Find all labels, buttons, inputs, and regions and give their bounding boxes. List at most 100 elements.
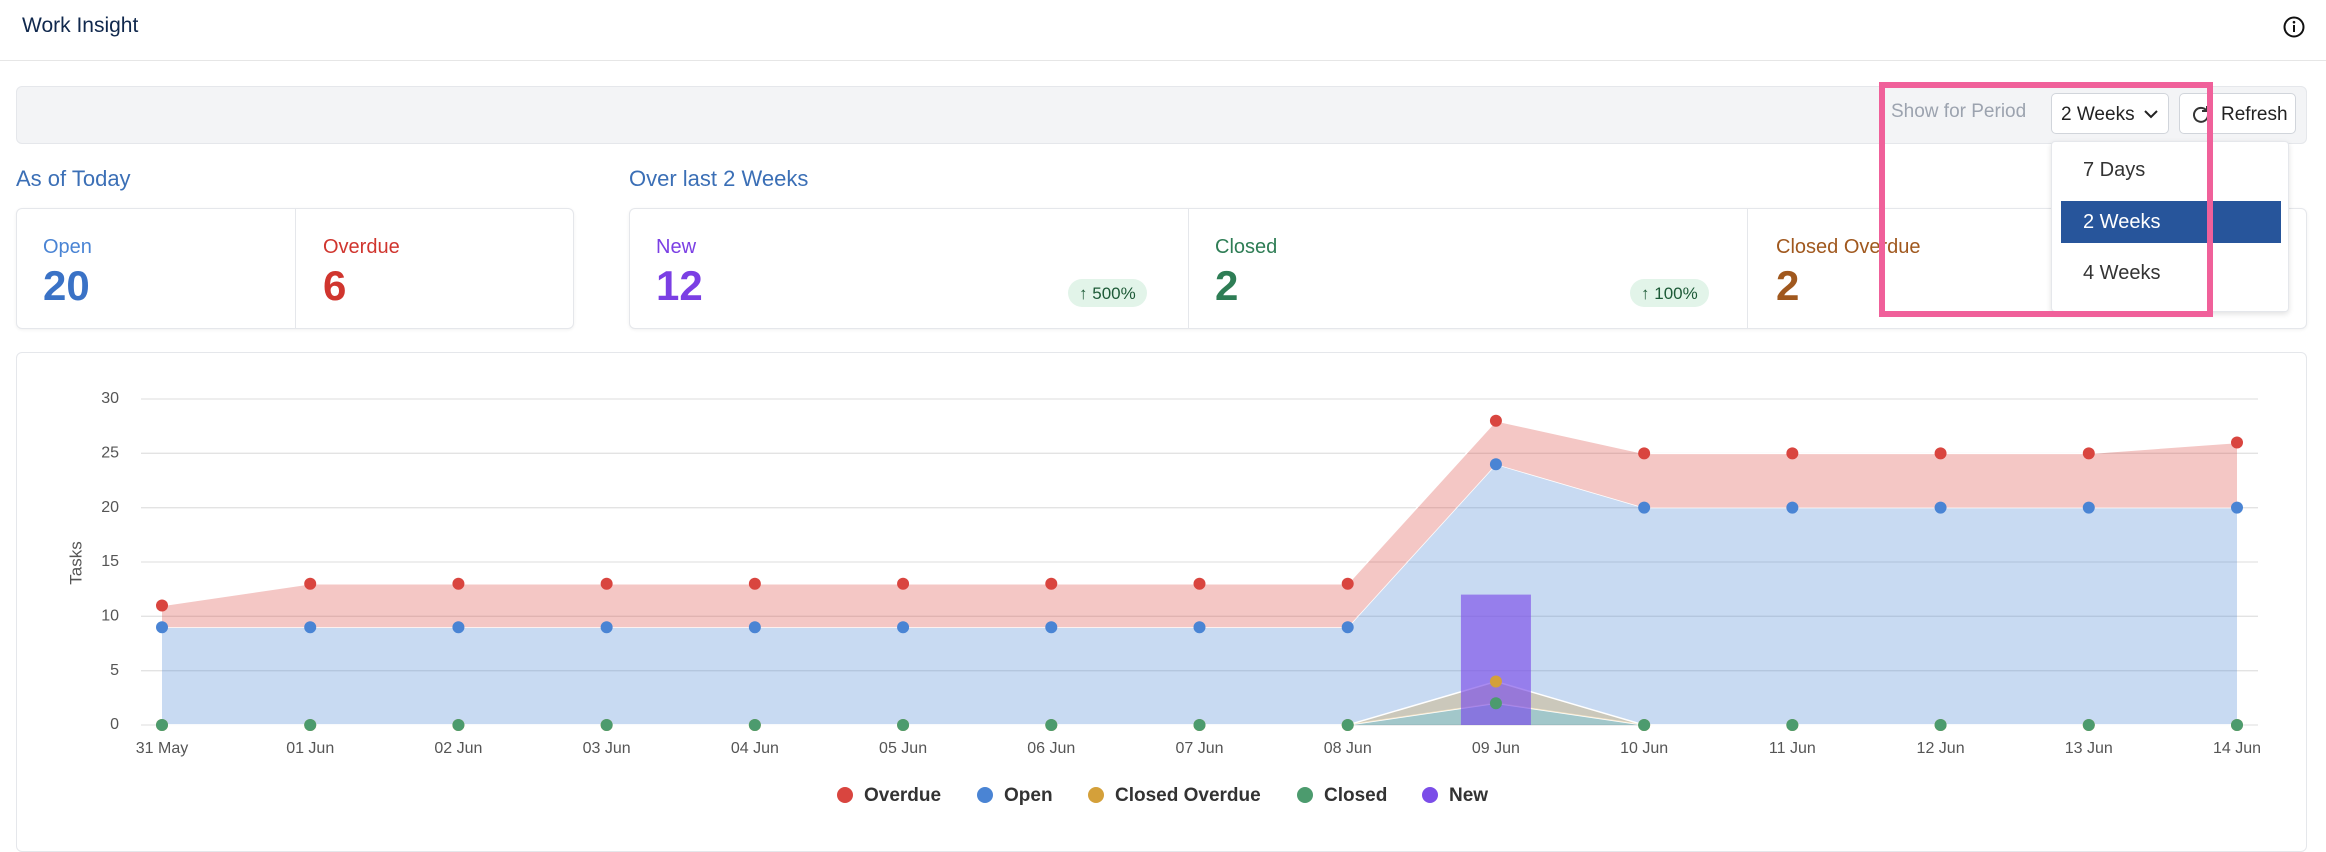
y-tick-label: 5	[110, 662, 119, 679]
y-tick-label: 20	[101, 499, 119, 516]
point	[1786, 501, 1799, 514]
legend-marker	[1088, 787, 1104, 803]
point	[1341, 577, 1354, 590]
x-tick-label: 04 Jun	[731, 740, 779, 757]
y-tick-label: 10	[101, 608, 119, 625]
refresh-button[interactable]: Refresh	[2179, 93, 2296, 134]
y-tick-label: 30	[101, 390, 119, 407]
card-group	[629, 208, 2307, 329]
card-value: 2	[1215, 262, 1239, 309]
point	[1786, 447, 1799, 460]
point	[1193, 621, 1206, 634]
x-tick-label: 03 Jun	[583, 740, 631, 757]
card-label: Closed	[1215, 236, 1278, 258]
chevron	[2144, 110, 2158, 119]
point	[452, 577, 465, 590]
point	[1045, 577, 1058, 590]
point	[1193, 577, 1206, 590]
x-tick-label: 02 Jun	[434, 740, 482, 757]
point	[600, 719, 613, 731]
point	[1786, 719, 1799, 731]
option[interactable]: 7 Days	[2083, 159, 2146, 181]
x-tick-label: 31 May	[136, 740, 188, 757]
point	[2082, 501, 2095, 514]
x-tick-label: 08 Jun	[1324, 740, 1372, 757]
point	[156, 621, 168, 634]
point	[304, 577, 317, 590]
card-label: Overdue	[323, 236, 400, 258]
change-badge: ↑ 500%	[1068, 279, 1147, 307]
y-tick-label: 0	[110, 716, 119, 733]
divider	[295, 208, 296, 329]
area	[162, 420, 2237, 628]
point	[2082, 719, 2095, 731]
y-tick-label: 15	[101, 553, 119, 570]
section-title: Over last 2 Weeks	[629, 166, 809, 191]
x-tick-label: 12 Jun	[1917, 740, 1965, 757]
legend-label: Open	[1004, 785, 1053, 806]
point	[748, 719, 761, 731]
point	[1638, 501, 1651, 514]
point	[1934, 719, 1947, 731]
x-tick-label: 13 Jun	[2065, 740, 2113, 757]
legend-label: New	[1449, 785, 1488, 806]
highlight	[1879, 82, 2213, 317]
section-title: As of Today	[16, 166, 131, 191]
point	[1638, 447, 1651, 460]
x-tick-label: 10 Jun	[1620, 740, 1668, 757]
period-dropdown: 7 Days 2 Weeks 4 Weeks	[2051, 141, 2289, 312]
period-label: Show for Period	[1891, 101, 2027, 122]
point	[1489, 414, 1502, 427]
point	[897, 719, 910, 731]
point	[452, 621, 465, 634]
option[interactable]: 4 Weeks	[2083, 262, 2161, 284]
x-tick-label: 11 Jun	[1769, 740, 1816, 757]
point	[600, 577, 613, 590]
point	[304, 621, 317, 634]
selected-period: 2 Weeks	[2061, 104, 2135, 125]
card-value: 20	[43, 262, 90, 309]
x-tick-label: 01 Jun	[286, 740, 334, 757]
change-value: 100%	[1654, 284, 1698, 303]
legend-marker	[1422, 787, 1438, 803]
legend-marker	[1297, 787, 1313, 803]
x-tick-label: 05 Jun	[879, 740, 927, 757]
area	[162, 464, 2237, 725]
divider	[1188, 208, 1189, 329]
header	[0, 0, 2326, 61]
card-value: 2	[1776, 262, 1800, 309]
point	[1341, 621, 1354, 634]
y-tick-label: 25	[101, 445, 119, 462]
card-label: Open	[43, 236, 92, 258]
card-value: 6	[323, 262, 347, 309]
point	[1193, 719, 1206, 731]
x-tick-label: 09 Jun	[1472, 740, 1520, 757]
period-select[interactable]: 2 Weeks	[2051, 93, 2169, 134]
info-icon[interactable]	[2282, 15, 2306, 39]
legend-label: Closed Overdue	[1115, 785, 1261, 806]
point	[1489, 458, 1502, 471]
x-tick-label: 14 Jun	[2213, 740, 2261, 757]
point	[1934, 447, 1947, 460]
card-value: 12	[656, 262, 703, 309]
change-badge: ↑ 100%	[1630, 279, 1709, 307]
point	[2082, 447, 2095, 460]
page-title: Work Insight	[22, 14, 139, 37]
point	[2231, 719, 2243, 731]
y-axis-label: Tasks	[66, 541, 85, 584]
point	[1045, 621, 1058, 634]
point	[897, 621, 910, 634]
point	[156, 719, 168, 731]
point	[1934, 501, 1947, 514]
legend-label: Closed	[1324, 785, 1387, 806]
point	[452, 719, 465, 731]
toolbar	[16, 86, 2307, 144]
card-label: New	[656, 236, 697, 258]
option-selected[interactable]: 2 Weeks	[2061, 201, 2281, 243]
point	[1341, 719, 1354, 731]
x-tick-label: 07 Jun	[1175, 740, 1223, 757]
legend-marker	[837, 787, 853, 803]
point	[600, 621, 613, 634]
